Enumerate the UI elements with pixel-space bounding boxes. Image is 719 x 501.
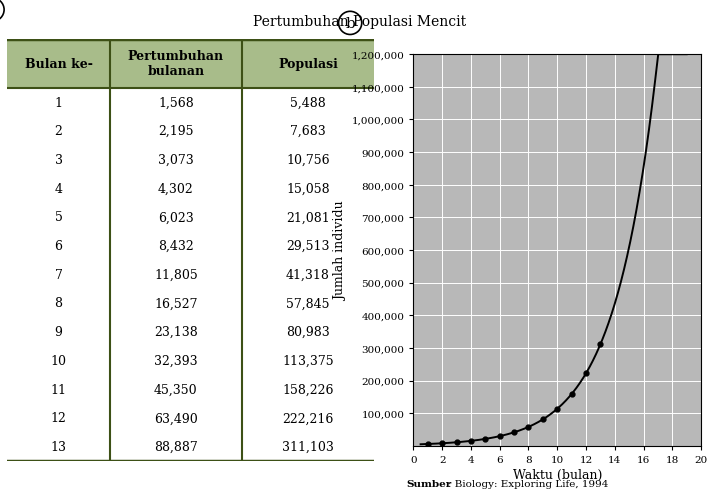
Bar (110, 318, 242, 346)
Text: 63,490: 63,490 (154, 411, 198, 424)
Text: 16,527: 16,527 (154, 297, 198, 310)
Bar (7, 375, 110, 404)
Text: 11: 11 (50, 383, 67, 396)
Bar (242, 289, 374, 318)
Bar (110, 289, 242, 318)
Text: 311,103: 311,103 (282, 440, 334, 453)
Bar (7, 432, 110, 461)
Text: 7: 7 (55, 268, 63, 281)
Bar (7, 232, 110, 261)
Bar (242, 89, 374, 117)
Bar (110, 432, 242, 461)
Text: 3,073: 3,073 (158, 154, 193, 167)
Text: 57,845: 57,845 (286, 297, 329, 310)
Bar (110, 346, 242, 375)
Bar (110, 404, 242, 432)
Text: 5: 5 (55, 211, 63, 224)
Text: 1: 1 (55, 96, 63, 109)
Bar (242, 261, 374, 289)
Text: 2: 2 (55, 125, 63, 138)
Bar (7, 346, 110, 375)
Bar (242, 203, 374, 232)
Bar (7, 174, 110, 203)
Text: 15,058: 15,058 (286, 182, 330, 195)
Bar (110, 261, 242, 289)
Bar (110, 117, 242, 146)
Bar (242, 117, 374, 146)
Text: 29,513: 29,513 (286, 239, 329, 253)
Text: 4,302: 4,302 (158, 182, 193, 195)
Text: 222,216: 222,216 (282, 411, 334, 424)
X-axis label: Waktu (bulan): Waktu (bulan) (513, 468, 602, 481)
Text: 6,023: 6,023 (158, 211, 193, 224)
Text: 80,983: 80,983 (286, 326, 330, 339)
Text: 9: 9 (55, 326, 63, 339)
Bar (7, 289, 110, 318)
Bar (110, 40, 242, 89)
Bar (110, 232, 242, 261)
Bar (7, 146, 110, 174)
Text: 113,375: 113,375 (282, 354, 334, 367)
Bar (242, 404, 374, 432)
Bar (7, 117, 110, 146)
Bar (242, 346, 374, 375)
Bar (242, 174, 374, 203)
Text: 4: 4 (55, 182, 63, 195)
Text: Pertumbuhan Populasi Mencit: Pertumbuhan Populasi Mencit (253, 15, 466, 29)
Bar (242, 432, 374, 461)
Text: Bulan ke-: Bulan ke- (24, 58, 93, 71)
Bar (7, 404, 110, 432)
Text: : Biology: Exploring Life, 1994: : Biology: Exploring Life, 1994 (448, 479, 608, 488)
Bar (7, 261, 110, 289)
Text: Sumber: Sumber (406, 479, 452, 488)
Text: 32,393: 32,393 (154, 354, 198, 367)
Bar (110, 146, 242, 174)
Text: 2,195: 2,195 (158, 125, 193, 138)
Text: 6: 6 (55, 239, 63, 253)
Text: 10: 10 (50, 354, 67, 367)
Text: 5,488: 5,488 (290, 96, 326, 109)
Text: 45,350: 45,350 (154, 383, 198, 396)
Text: 10,756: 10,756 (286, 154, 330, 167)
Bar (7, 89, 110, 117)
Bar (242, 146, 374, 174)
Bar (7, 40, 110, 89)
Text: 12: 12 (50, 411, 66, 424)
Bar (110, 203, 242, 232)
Text: Pertumbuhan
bulanan: Pertumbuhan bulanan (128, 50, 224, 78)
Text: 21,081: 21,081 (286, 211, 330, 224)
Text: 11,805: 11,805 (154, 268, 198, 281)
Bar (242, 318, 374, 346)
Text: 8,432: 8,432 (158, 239, 193, 253)
Text: Populasi: Populasi (278, 58, 338, 71)
Bar (242, 232, 374, 261)
Bar (110, 174, 242, 203)
Text: b: b (345, 17, 355, 31)
Text: 1,568: 1,568 (158, 96, 193, 109)
Bar (242, 40, 374, 89)
Text: 88,887: 88,887 (154, 440, 198, 453)
Text: 41,318: 41,318 (286, 268, 330, 281)
Y-axis label: Jumlah individu: Jumlah individu (334, 201, 347, 300)
Bar (242, 375, 374, 404)
Bar (7, 318, 110, 346)
Text: 3: 3 (55, 154, 63, 167)
Text: 158,226: 158,226 (282, 383, 334, 396)
Text: 13: 13 (50, 440, 67, 453)
Bar (7, 203, 110, 232)
Text: 23,138: 23,138 (154, 326, 198, 339)
Bar (110, 375, 242, 404)
Text: 7,683: 7,683 (290, 125, 326, 138)
Text: 8: 8 (55, 297, 63, 310)
Bar (110, 89, 242, 117)
